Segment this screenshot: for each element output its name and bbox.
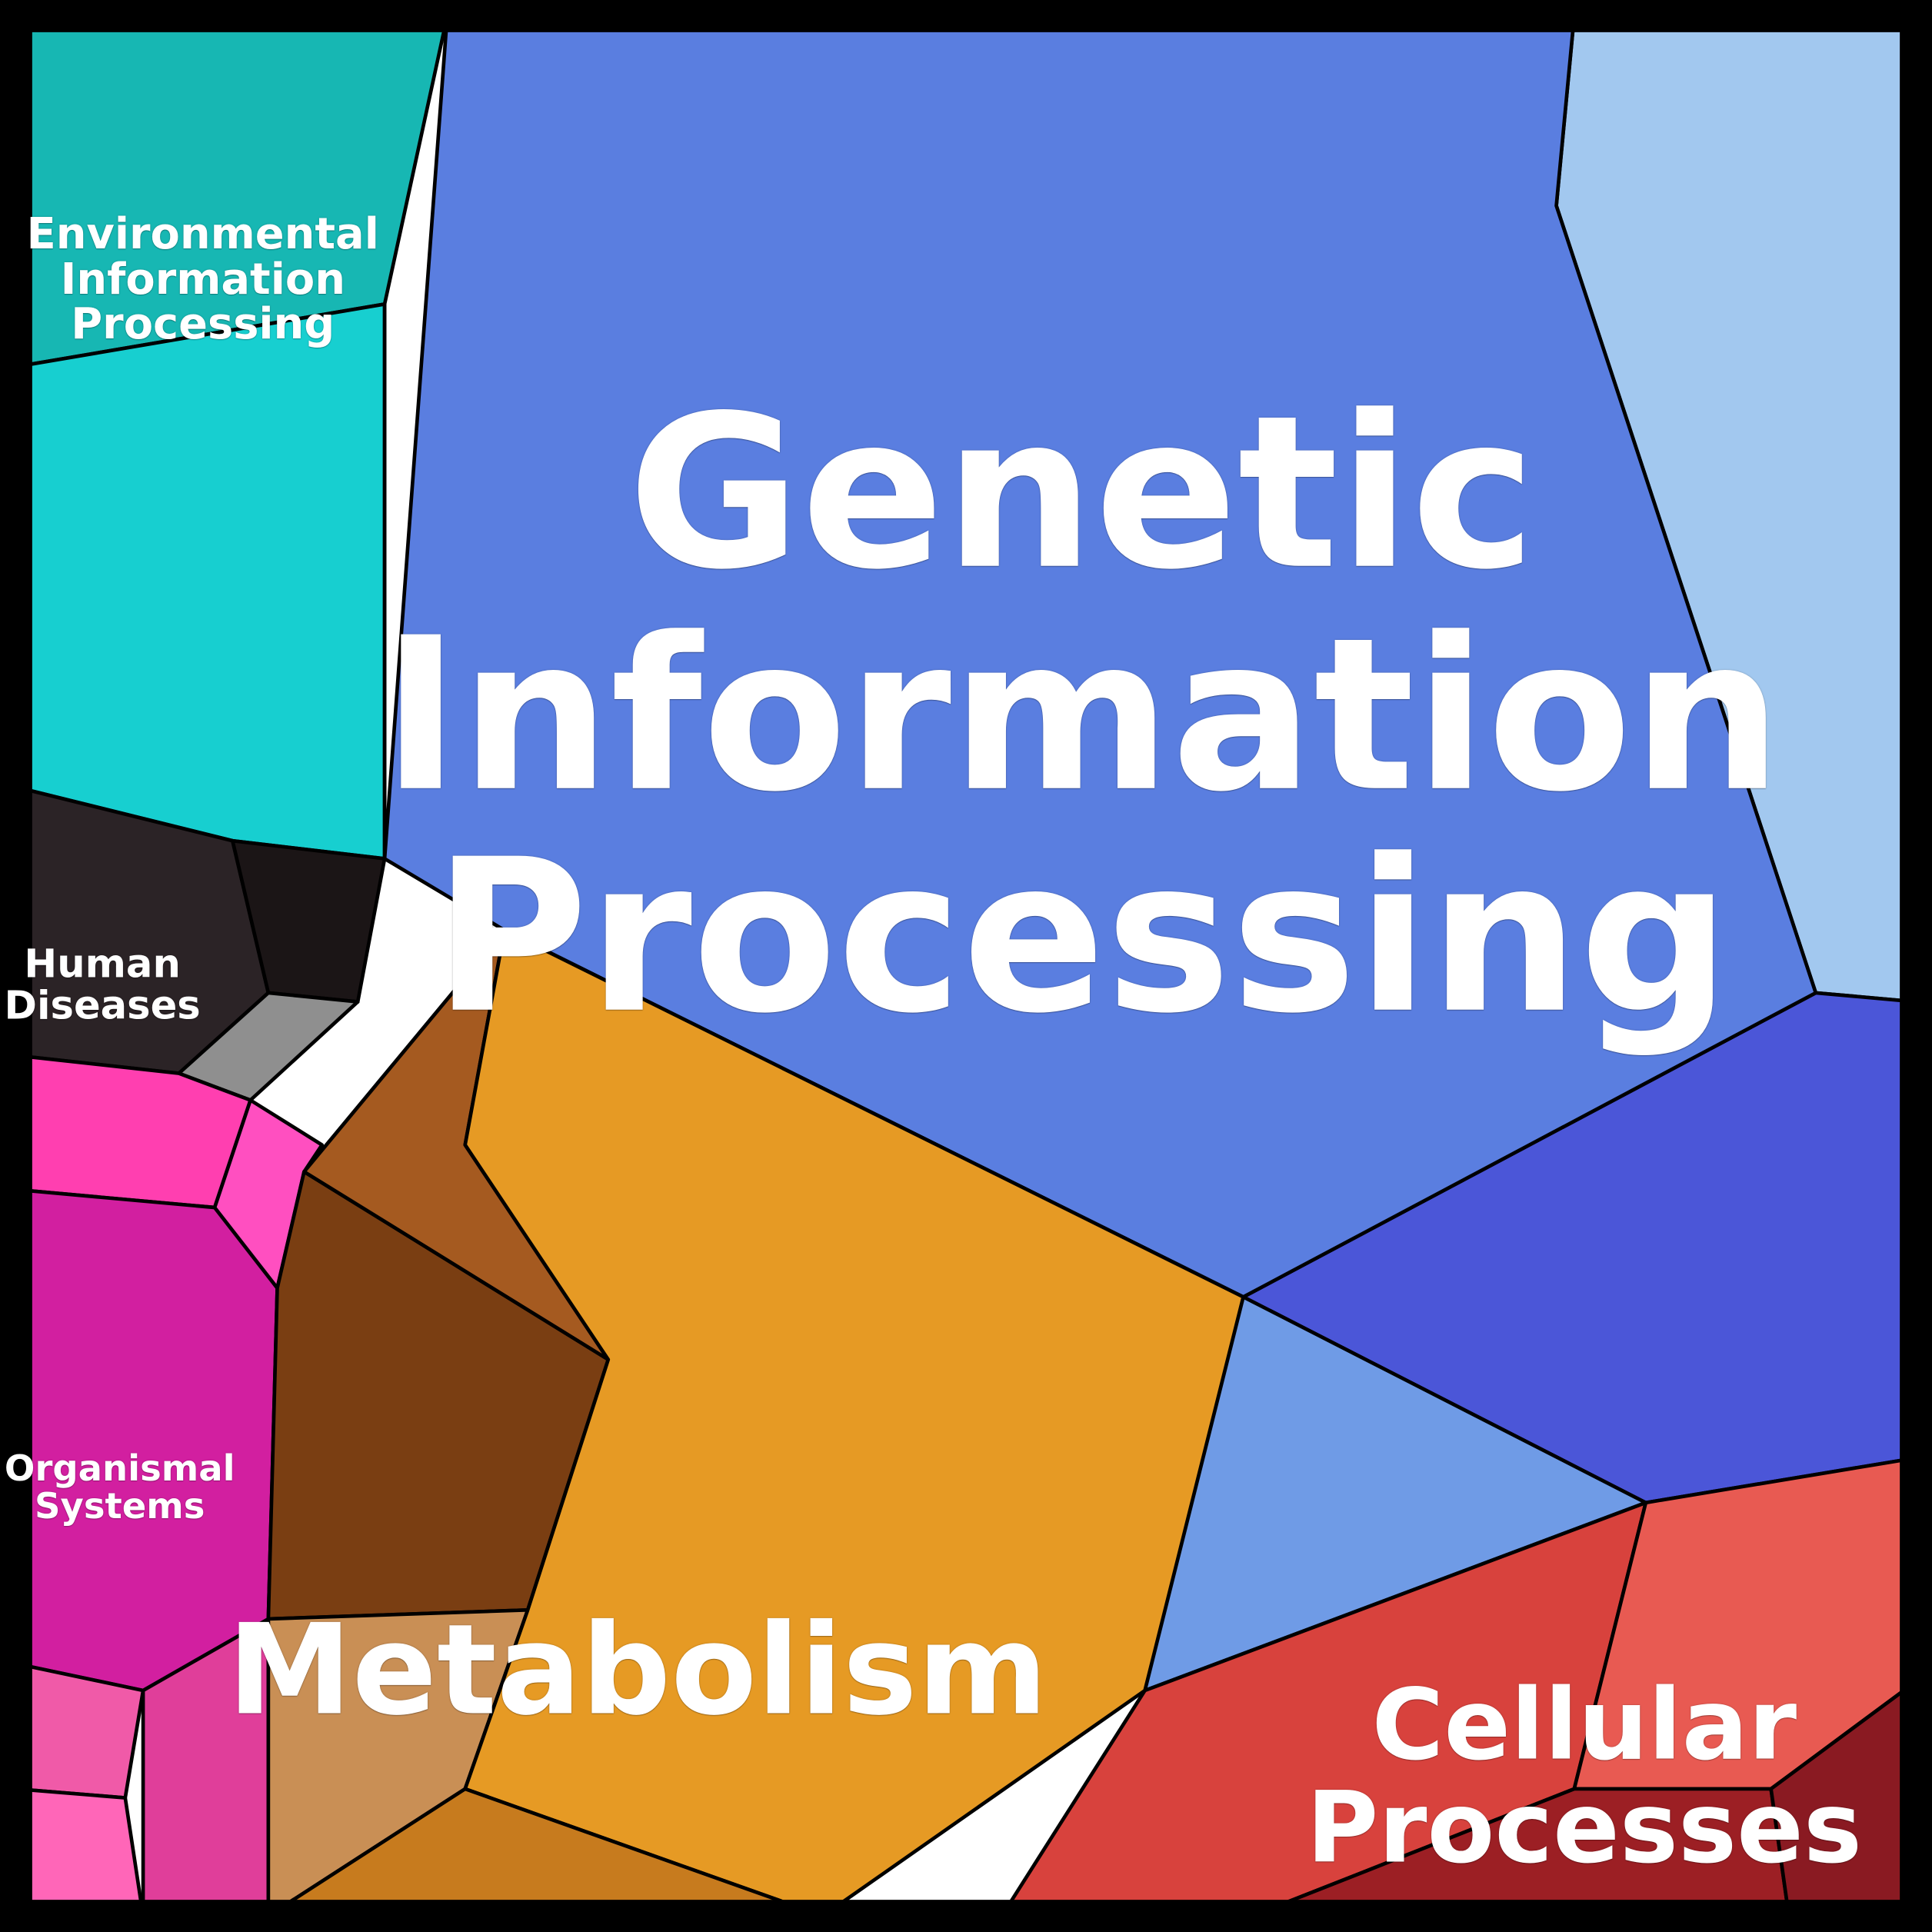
voronoi-treemap: Genetic Information ProcessingMetabolism… [0, 0, 1932, 1932]
os-magenta-main [16, 1190, 278, 1690]
voronoi-svg [0, 0, 1932, 1932]
os-pink-corner [16, 1789, 143, 1916]
eip-teal-mid [16, 304, 385, 858]
